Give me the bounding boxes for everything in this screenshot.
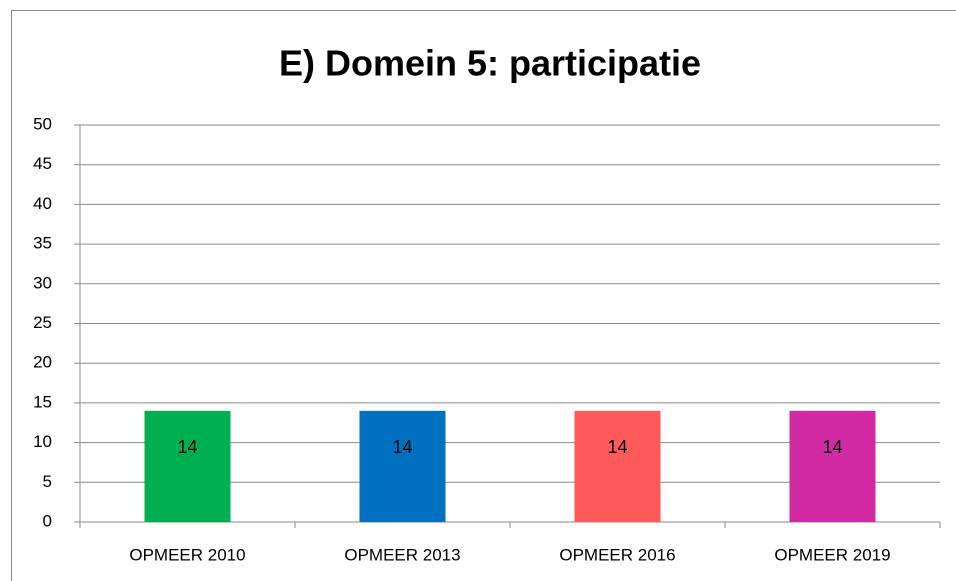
bar — [789, 410, 876, 522]
y-tick-label: 5 — [43, 472, 52, 491]
bar — [144, 410, 231, 522]
y-tick-label: 10 — [33, 432, 52, 451]
data-label: 14 — [177, 437, 197, 457]
y-tick-label: 30 — [33, 273, 52, 292]
chart-title: E) Domein 5: participatie — [279, 43, 701, 84]
y-tick-label: 35 — [33, 234, 52, 253]
x-tick-label: OPMEER 2016 — [559, 545, 675, 564]
data-label: 14 — [392, 437, 412, 457]
y-tick-label: 20 — [33, 353, 52, 372]
data-label: 14 — [822, 437, 842, 457]
y-tick-label: 15 — [33, 392, 52, 411]
bar — [359, 410, 446, 522]
bar — [574, 410, 661, 522]
x-tick-label: OPMEER 2013 — [344, 545, 460, 564]
y-tick-label: 45 — [33, 154, 52, 173]
data-label: 14 — [607, 437, 627, 457]
x-tick-label: OPMEER 2019 — [774, 545, 890, 564]
x-tick-label: OPMEER 2010 — [129, 545, 245, 564]
y-tick-label: 0 — [43, 511, 52, 530]
y-tick-label: 25 — [33, 313, 52, 332]
y-tick-label: 40 — [33, 194, 52, 213]
y-tick-label: 50 — [33, 114, 52, 133]
